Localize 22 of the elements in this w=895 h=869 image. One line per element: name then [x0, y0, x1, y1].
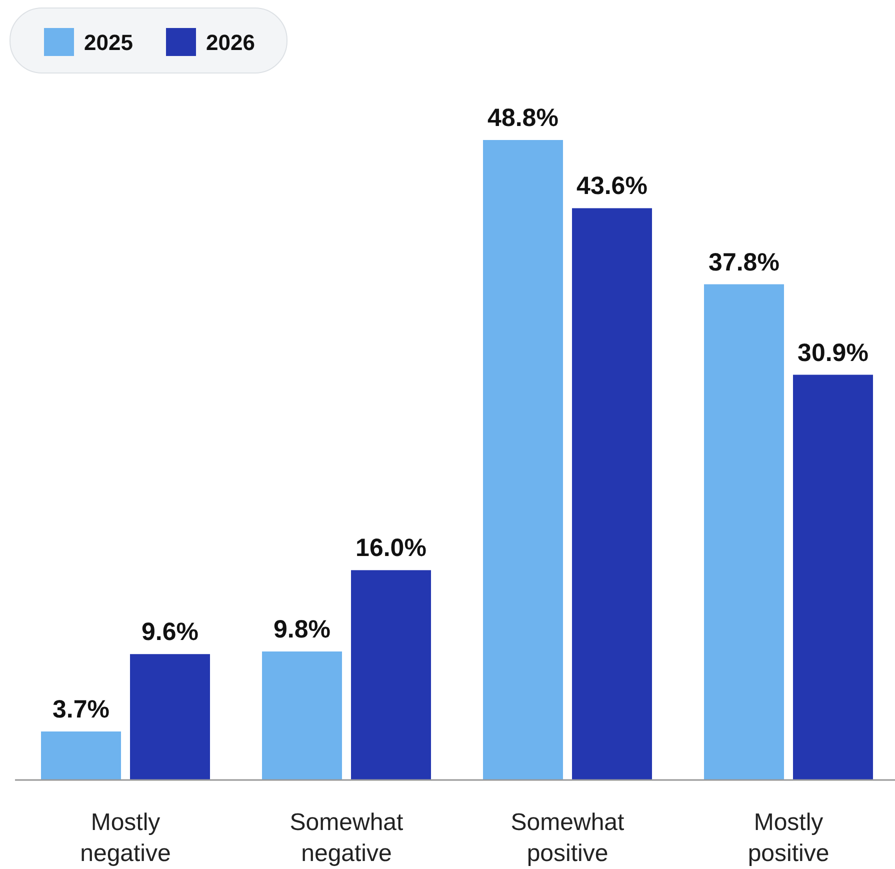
x-tick-label: Somewhat positive: [510, 809, 625, 867]
x-tick-label: Somewhat negative: [290, 809, 404, 867]
data-label: 30.9%: [798, 338, 868, 367]
bar: [130, 654, 210, 780]
data-label: 9.8%: [274, 615, 330, 644]
data-label: 43.6%: [576, 172, 648, 200]
x-tick-label: Mostly negative: [80, 809, 171, 867]
data-label: 16.0%: [356, 534, 426, 562]
bar: [572, 208, 652, 780]
bar: [351, 570, 431, 780]
data-label: 3.7%: [52, 695, 110, 724]
data-label: 9.6%: [142, 618, 198, 646]
legend-label: 2026: [206, 30, 255, 55]
x-tick-label: Mostly positive: [748, 809, 830, 867]
bar: [793, 374, 873, 780]
bar: [483, 140, 563, 780]
legend-label: 2025: [84, 30, 133, 55]
data-label: 48.8%: [488, 104, 558, 132]
bar: [41, 731, 121, 780]
data-label: 37.8%: [708, 248, 780, 276]
bar: [262, 651, 342, 780]
bar: [704, 284, 784, 780]
